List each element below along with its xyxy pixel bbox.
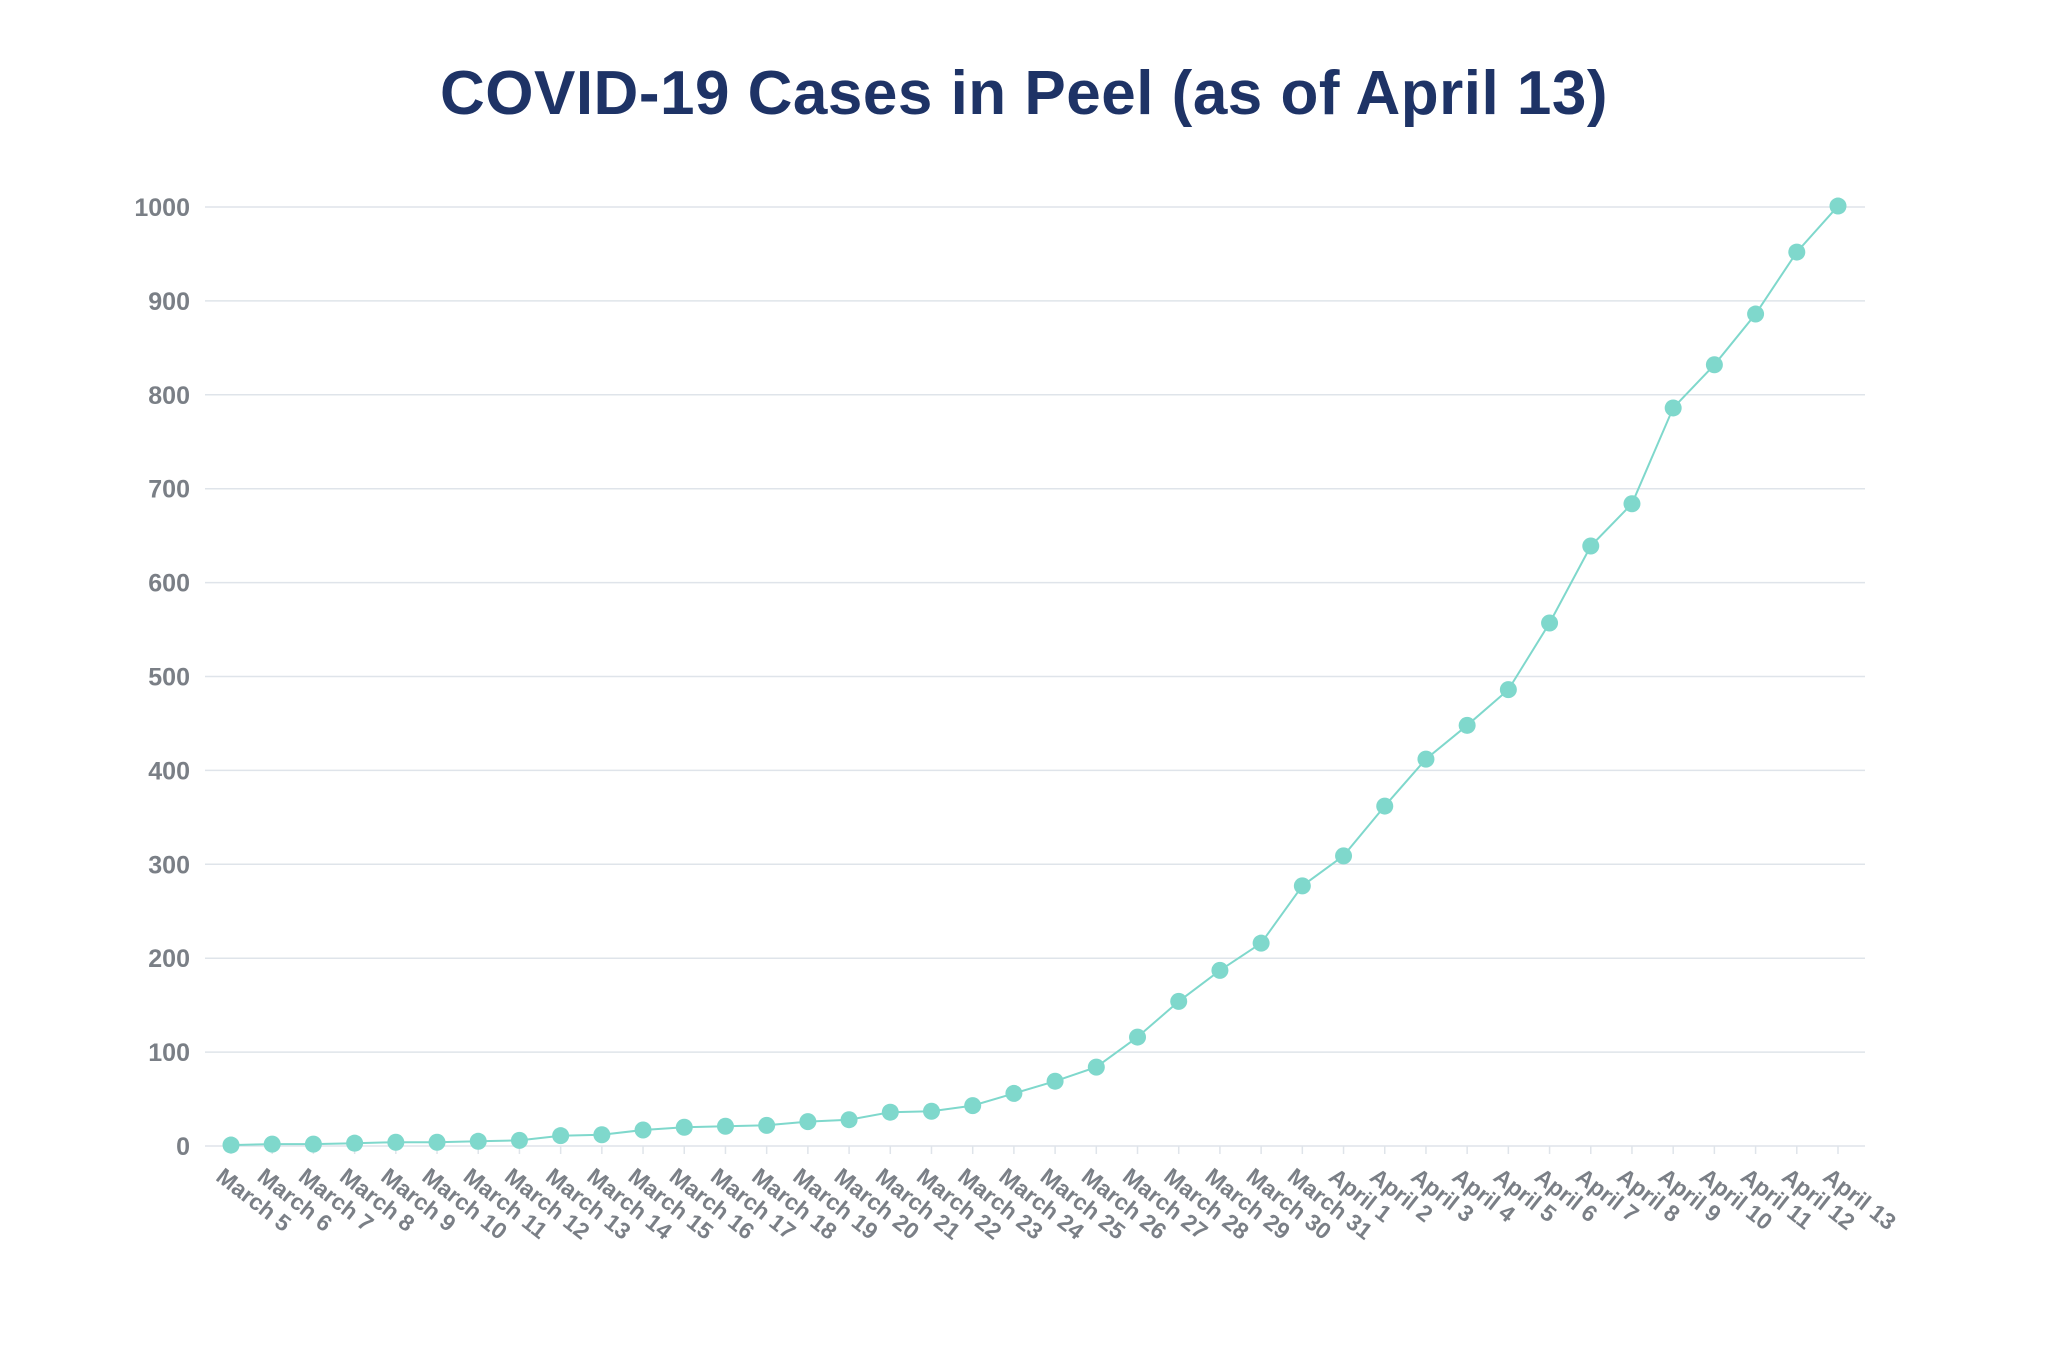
data-point bbox=[1046, 1072, 1064, 1090]
y-axis-ticks: 0 100 200 300 400 500 600 700 800 900 1000 bbox=[134, 194, 190, 1161]
data-point bbox=[1293, 877, 1311, 895]
data-point bbox=[799, 1113, 817, 1131]
data-point bbox=[1747, 305, 1765, 323]
data-point bbox=[840, 1111, 858, 1129]
data-point bbox=[1335, 847, 1353, 865]
data-point bbox=[1252, 934, 1270, 952]
data-point bbox=[634, 1121, 652, 1139]
series-line bbox=[230, 205, 1839, 1147]
data-point bbox=[1705, 356, 1723, 374]
data-point bbox=[304, 1135, 322, 1153]
data-point bbox=[510, 1131, 528, 1149]
data-point bbox=[881, 1103, 899, 1121]
y-tick-label: 400 bbox=[148, 757, 190, 785]
gridlines bbox=[205, 206, 1865, 1147]
data-point bbox=[1129, 1028, 1147, 1046]
data-point bbox=[716, 1117, 734, 1135]
data-point bbox=[346, 1134, 364, 1152]
chart-title: COVID-19 Cases in Peel (as of April 13) bbox=[439, 59, 1609, 128]
data-point bbox=[1087, 1058, 1105, 1076]
data-point bbox=[428, 1133, 446, 1151]
data-point bbox=[1623, 495, 1641, 513]
data-point bbox=[222, 1136, 240, 1154]
data-point bbox=[1582, 537, 1600, 555]
y-tick-label: 0 bbox=[176, 1133, 190, 1161]
y-tick-label: 500 bbox=[148, 664, 190, 692]
data-point bbox=[469, 1132, 487, 1150]
data-point bbox=[552, 1127, 570, 1145]
y-tick-label: 300 bbox=[148, 851, 190, 879]
data-point bbox=[1376, 797, 1394, 815]
y-tick-label: 1000 bbox=[134, 194, 190, 222]
data-point bbox=[1005, 1084, 1023, 1102]
data-point bbox=[1170, 992, 1188, 1010]
data-point bbox=[387, 1133, 405, 1151]
y-tick-label: 600 bbox=[148, 570, 190, 598]
data-point bbox=[922, 1102, 940, 1120]
y-tick-label: 700 bbox=[148, 476, 190, 504]
data-point bbox=[1458, 716, 1476, 734]
data-point bbox=[1788, 243, 1806, 261]
y-tick-label: 800 bbox=[148, 382, 190, 410]
data-point bbox=[1417, 750, 1435, 768]
data-point bbox=[1541, 614, 1559, 632]
data-points bbox=[222, 197, 1847, 1154]
y-tick-label: 900 bbox=[148, 288, 190, 316]
data-point bbox=[675, 1118, 693, 1136]
data-point bbox=[263, 1135, 281, 1153]
y-tick-label: 200 bbox=[148, 945, 190, 973]
data-point bbox=[964, 1097, 982, 1115]
data-point bbox=[1211, 961, 1229, 979]
data-point bbox=[758, 1116, 776, 1134]
data-point bbox=[593, 1126, 611, 1144]
data-point bbox=[1664, 399, 1682, 417]
data-point bbox=[1829, 197, 1847, 215]
data-point bbox=[1499, 681, 1517, 699]
y-tick-label: 100 bbox=[148, 1039, 190, 1067]
